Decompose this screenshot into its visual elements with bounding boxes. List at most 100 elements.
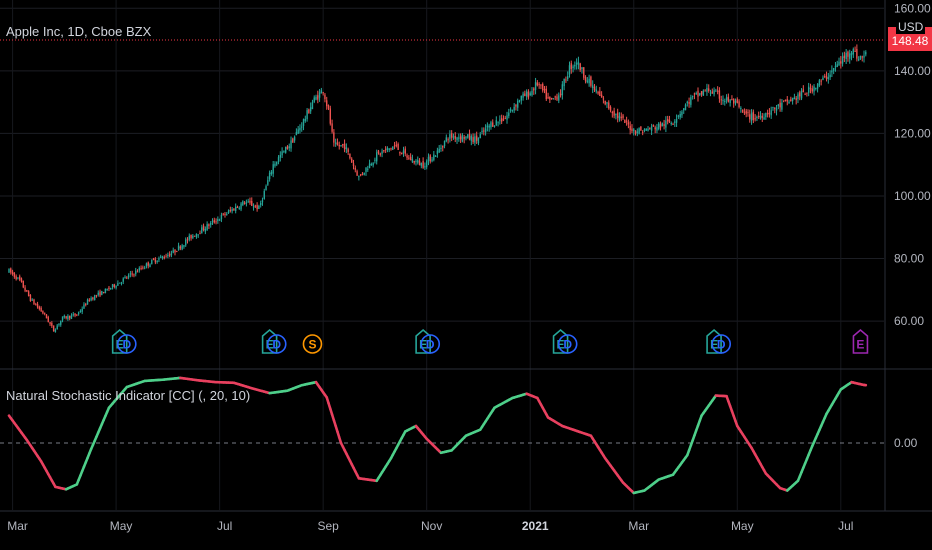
candle-body (183, 245, 185, 247)
candle-body (249, 200, 251, 203)
candle-body (534, 82, 537, 90)
candle-body (117, 283, 119, 286)
time-tick-label: May (110, 519, 133, 533)
candle-body (67, 315, 69, 320)
price-tick-label: 120.00 (894, 126, 931, 140)
candle-body (145, 263, 148, 267)
candle-body (436, 150, 439, 155)
candle-body (586, 80, 589, 83)
candle-body (800, 91, 803, 99)
candle-body (265, 186, 267, 191)
candle-body (470, 136, 473, 141)
candle-body (160, 256, 162, 258)
candle-body (597, 91, 599, 94)
candle-body (463, 136, 465, 139)
candle-body (102, 292, 105, 294)
candle-body (76, 314, 78, 316)
candle-body (570, 63, 572, 70)
candle-body (709, 92, 712, 94)
candle-body (35, 304, 37, 306)
candle-body (395, 144, 398, 146)
candle-body (167, 255, 169, 257)
candle-body (120, 282, 123, 284)
candle-body (174, 249, 176, 253)
candle-body (115, 285, 117, 288)
candle-body (388, 148, 390, 150)
candle-body (758, 115, 760, 117)
candle-body (343, 143, 346, 150)
candle-body (247, 201, 249, 203)
candle-body (170, 253, 173, 255)
candle-body (156, 261, 158, 263)
candle-body (515, 105, 517, 107)
candle-body (143, 267, 146, 269)
event-label: E (116, 338, 124, 352)
candle-body (700, 91, 703, 95)
candle-body (654, 127, 656, 130)
candle-body (86, 299, 89, 305)
candle-body (442, 145, 444, 148)
candle-body (372, 162, 374, 166)
candle-body (379, 153, 381, 155)
candle-body (202, 225, 205, 230)
candle-body (238, 207, 240, 209)
candle-body (643, 129, 646, 132)
earnings-icon (852, 328, 869, 354)
candle-body (240, 203, 242, 210)
candle-body (290, 140, 292, 149)
candle-body (550, 97, 553, 100)
candle-body (636, 131, 639, 133)
candle-body (42, 311, 44, 314)
candle-body (472, 137, 474, 143)
candle-body (195, 233, 198, 237)
candle-body (406, 155, 408, 158)
candle-body (690, 97, 692, 105)
candle-body (347, 149, 349, 152)
candle-body (509, 109, 512, 111)
candle-body (795, 98, 797, 100)
candle-body (295, 131, 298, 136)
candle-body (126, 277, 128, 279)
candle-body (522, 93, 524, 98)
candle-body (211, 220, 214, 222)
event-label: E (266, 338, 274, 352)
candle-body (72, 314, 74, 316)
candle-body (652, 125, 655, 127)
candle-body (342, 143, 344, 146)
candle-body (390, 148, 392, 150)
candle-body (704, 90, 706, 92)
candle-body (283, 150, 285, 152)
candle-body (756, 116, 758, 118)
candle-body (345, 147, 348, 150)
candle-body (61, 316, 64, 321)
candle-body (213, 220, 215, 223)
candle-body (574, 64, 576, 67)
candle-body (684, 104, 687, 111)
candle-body (70, 315, 73, 319)
candle-body (840, 61, 842, 64)
candle-body (456, 137, 458, 141)
candle-body (151, 259, 153, 264)
candle-body (368, 163, 371, 169)
candle-body (663, 124, 665, 126)
candle-body (475, 135, 478, 141)
candle-body (349, 153, 351, 159)
candle-body (95, 295, 98, 297)
candle-body (542, 84, 544, 91)
candle-body (633, 129, 635, 132)
price-tick-label: 100.00 (894, 189, 931, 203)
candle-body (177, 245, 180, 250)
candle-body (716, 90, 719, 92)
candle-body (279, 155, 282, 158)
candle-body (852, 49, 855, 55)
candle-body (724, 100, 726, 102)
time-tick-label: Sep (317, 519, 339, 533)
candle-body (818, 80, 821, 86)
candle-body (483, 130, 485, 132)
candle-body (616, 112, 619, 118)
dividend-icon (711, 334, 732, 354)
candle-body (415, 160, 417, 162)
candle-body (47, 317, 49, 323)
candle-body (572, 66, 574, 69)
candle-body (49, 322, 51, 324)
